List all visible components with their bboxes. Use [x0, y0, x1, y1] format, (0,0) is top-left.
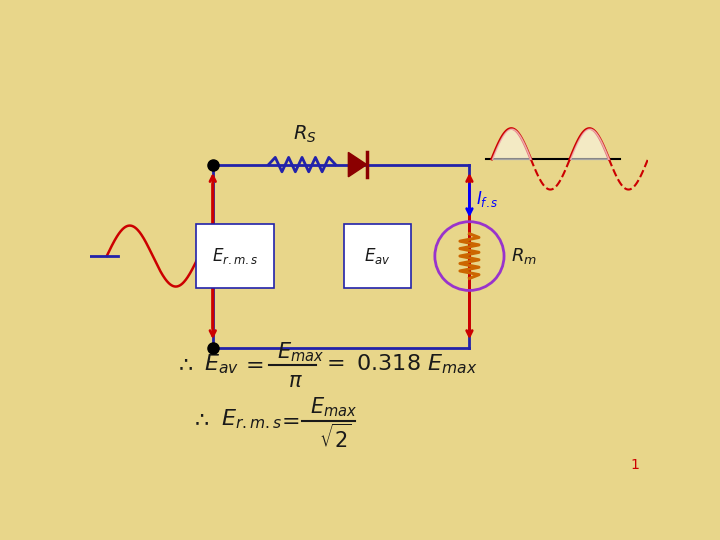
Text: $=$: $=$: [277, 410, 300, 430]
FancyBboxPatch shape: [196, 225, 274, 288]
Text: $E_{max}$: $E_{max}$: [277, 340, 324, 364]
Text: $I_{f.s}$: $I_{f.s}$: [476, 189, 499, 209]
FancyBboxPatch shape: [344, 225, 411, 288]
Text: $R_S$: $R_S$: [293, 124, 317, 145]
Text: $E_{r.m.s}$: $E_{r.m.s}$: [212, 246, 258, 266]
Text: $E_{av}$: $E_{av}$: [204, 353, 239, 376]
Text: 1: 1: [631, 458, 639, 472]
Text: $\therefore$: $\therefore$: [174, 354, 193, 374]
Text: $\sqrt{2}$: $\sqrt{2}$: [319, 423, 351, 451]
Polygon shape: [348, 152, 366, 177]
Text: $=$: $=$: [240, 354, 264, 374]
Text: $E_{av}$: $E_{av}$: [364, 246, 391, 266]
Text: $\therefore$: $\therefore$: [190, 410, 210, 430]
Text: $E_{r.m.s}$: $E_{r.m.s}$: [221, 408, 282, 431]
Text: $= \ 0.318 \ E_{max}$: $= \ 0.318 \ E_{max}$: [322, 353, 477, 376]
Text: $\pi$: $\pi$: [288, 371, 303, 391]
Text: $R_m$: $R_m$: [510, 246, 536, 266]
Text: $E_{max}$: $E_{max}$: [310, 396, 358, 419]
